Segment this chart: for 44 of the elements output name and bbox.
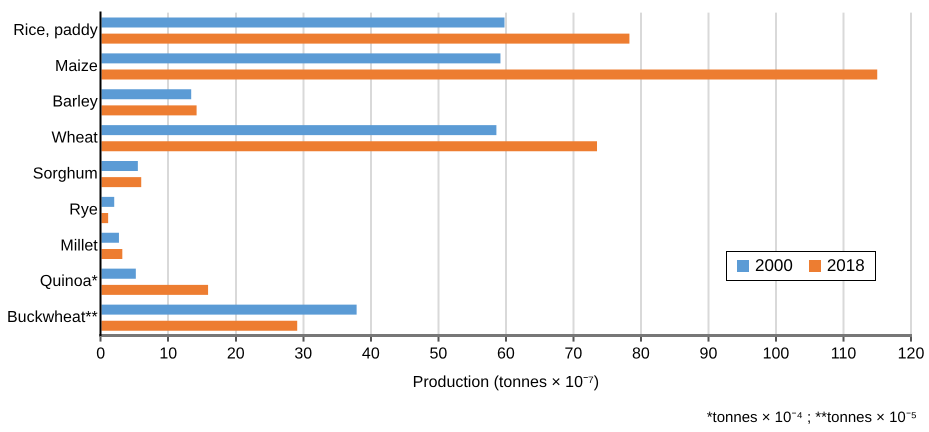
bar <box>102 17 505 28</box>
y-tick-label: Barley <box>52 94 98 111</box>
bar <box>102 268 136 279</box>
x-tick-label: 90 <box>700 346 718 363</box>
bar <box>102 125 496 136</box>
x-axis-title: Production (tonnes × 10⁻⁷) <box>412 374 600 391</box>
x-tick-label: 80 <box>632 346 650 363</box>
bar <box>102 161 138 172</box>
bar <box>102 89 192 100</box>
bar <box>102 70 878 80</box>
y-tick-label: Rye <box>69 201 98 218</box>
bar <box>102 34 630 44</box>
legend-label: 2000 <box>754 256 793 276</box>
x-tick-label: 100 <box>762 346 790 363</box>
y-tick-label: Quinoa* <box>40 273 98 290</box>
y-tick-label: Buckwheat** <box>7 309 98 326</box>
bar <box>102 141 598 152</box>
x-tick-label: 120 <box>898 346 924 363</box>
x-tick-label: 30 <box>294 346 312 363</box>
bar <box>102 53 500 64</box>
y-tick-label: Millet <box>60 237 98 254</box>
x-tick-label: 40 <box>362 346 380 363</box>
x-tick-label: 20 <box>226 346 245 363</box>
x-tick-label: 70 <box>564 346 582 363</box>
bar <box>102 304 357 315</box>
x-tick-label: 50 <box>429 346 448 363</box>
x-tick-label: 0 <box>96 346 106 363</box>
text: *tonnes × 10⁻⁴ ; **tonnes × 10⁻⁵ <box>706 408 917 426</box>
bar <box>102 196 114 207</box>
y-tick-label: Maize <box>55 58 98 75</box>
x-tick-label: 10 <box>159 346 178 363</box>
x-tick-label: 110 <box>830 346 856 363</box>
y-tick-label: Wheat <box>51 130 98 147</box>
y-tick-label: Rice, paddy <box>13 22 98 39</box>
bar <box>102 177 142 188</box>
y-tick-label: Sorghum <box>32 166 98 183</box>
bar <box>102 213 108 224</box>
bar <box>102 105 197 116</box>
bar <box>102 232 119 243</box>
bar <box>102 248 122 259</box>
bar <box>102 284 208 295</box>
legend-label: 2018 <box>826 256 865 276</box>
bar <box>102 320 298 331</box>
x-tick-label: 60 <box>496 346 515 363</box>
